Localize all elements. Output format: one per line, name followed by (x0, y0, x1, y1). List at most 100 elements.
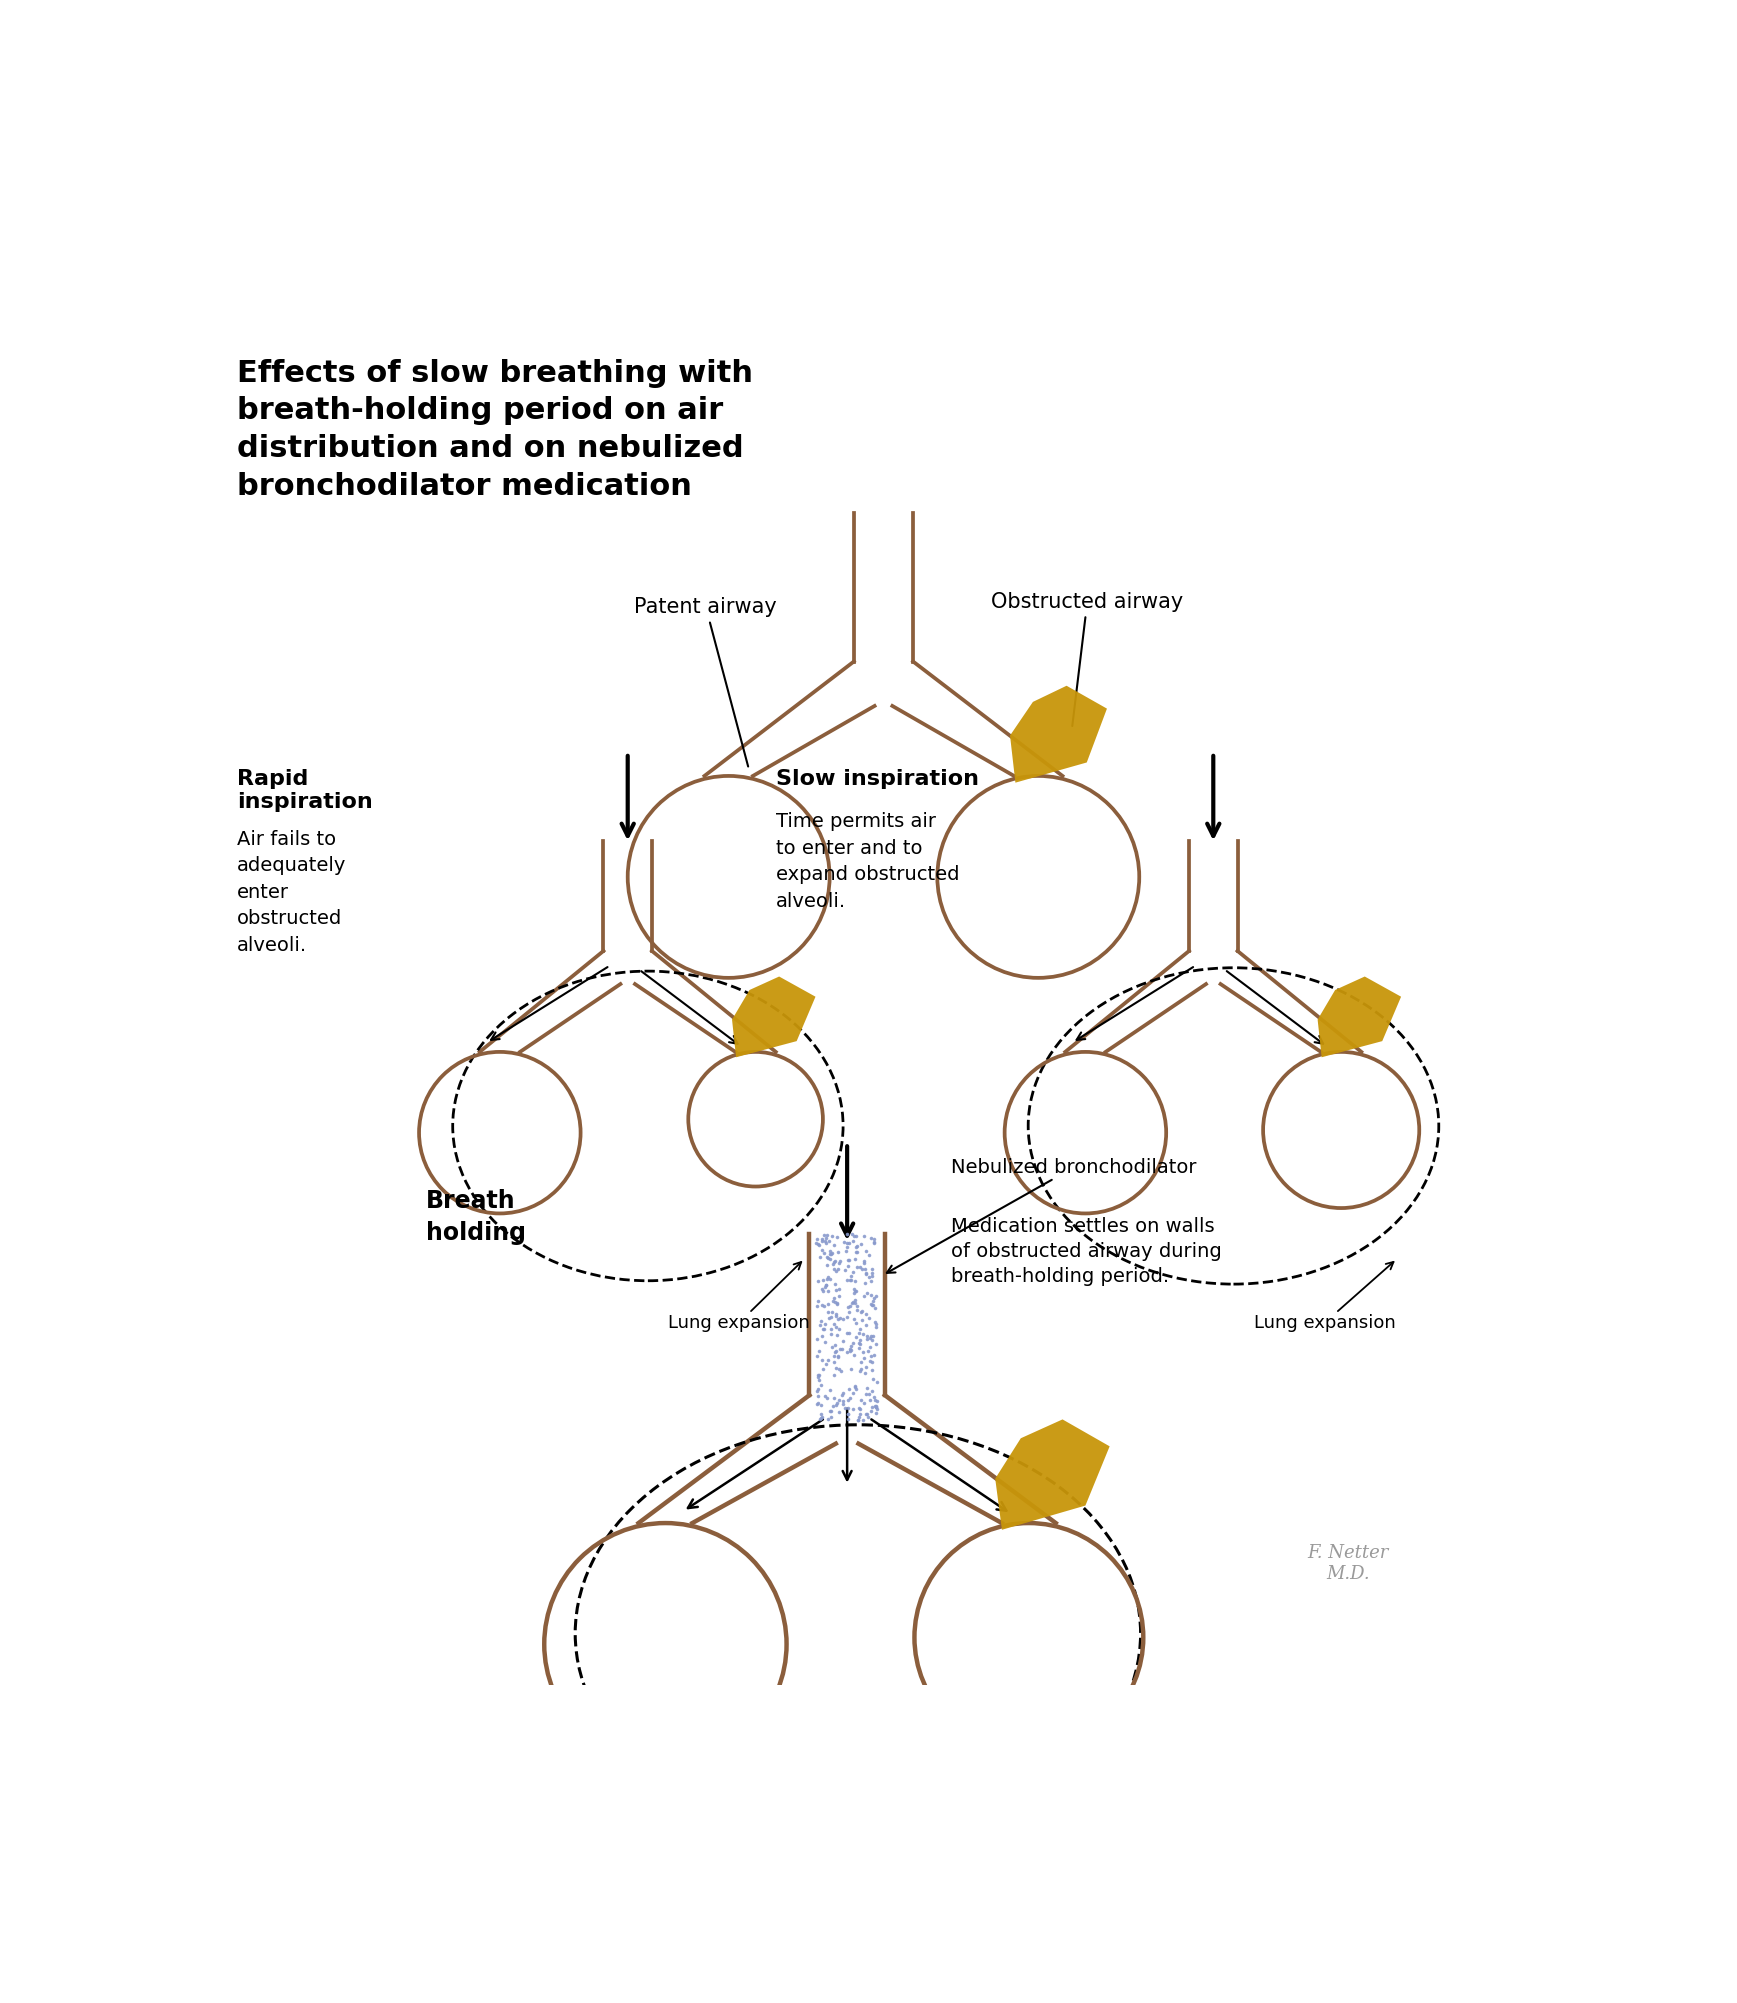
Point (837, 1354, 865, 1386)
Point (841, 1274, 868, 1306)
Point (822, 1298, 849, 1330)
Point (851, 1252, 879, 1284)
Point (841, 1266, 868, 1298)
Point (841, 1244, 868, 1276)
Point (863, 1366, 891, 1398)
Point (860, 1390, 888, 1422)
Point (858, 1288, 886, 1320)
Point (844, 1316, 872, 1348)
Point (846, 1392, 874, 1424)
Point (813, 1240, 841, 1272)
Point (856, 1346, 884, 1378)
Point (804, 1386, 832, 1418)
Point (837, 1334, 865, 1366)
Point (829, 1302, 856, 1334)
Point (860, 1228, 888, 1260)
Point (822, 1274, 849, 1306)
Point (862, 1306, 889, 1338)
Point (853, 1278, 881, 1310)
Point (834, 1250, 862, 1282)
Point (846, 1328, 874, 1360)
Point (829, 1376, 856, 1408)
Point (848, 1304, 875, 1336)
Point (813, 1288, 841, 1320)
Point (842, 1372, 870, 1404)
Point (820, 1340, 848, 1372)
Point (841, 1288, 868, 1320)
Point (804, 1364, 832, 1396)
Point (842, 1294, 870, 1326)
Point (860, 1282, 888, 1314)
Point (825, 1314, 853, 1346)
Point (818, 1238, 846, 1270)
Point (806, 1404, 834, 1436)
Point (808, 1274, 835, 1306)
Point (818, 1296, 846, 1328)
Point (860, 1286, 888, 1318)
Point (820, 1284, 848, 1316)
Point (842, 1232, 870, 1264)
Point (825, 1252, 853, 1284)
Point (834, 1316, 862, 1348)
Point (806, 1240, 834, 1272)
Point (853, 1258, 881, 1290)
Point (816, 1262, 844, 1294)
Point (860, 1380, 888, 1412)
Point (851, 1244, 879, 1276)
Point (804, 1228, 832, 1260)
Point (834, 1290, 862, 1322)
Point (834, 1398, 862, 1430)
Point (832, 1236, 860, 1268)
Point (820, 1346, 848, 1378)
Point (808, 1224, 835, 1256)
Point (863, 1390, 891, 1422)
Point (822, 1388, 849, 1420)
Point (809, 1264, 837, 1296)
Point (804, 1264, 832, 1296)
Point (834, 1228, 862, 1260)
Point (858, 1280, 886, 1312)
Point (816, 1238, 844, 1270)
Point (851, 1378, 879, 1410)
Point (834, 1398, 862, 1430)
Point (837, 1330, 865, 1362)
Text: Rapid
inspiration: Rapid inspiration (238, 769, 373, 813)
Point (846, 1400, 874, 1432)
Point (848, 1352, 875, 1384)
Text: Nebulized bronchodilator: Nebulized bronchodilator (888, 1158, 1197, 1272)
Point (813, 1228, 841, 1260)
Point (858, 1260, 886, 1292)
Point (834, 1264, 862, 1296)
Point (829, 1332, 856, 1364)
Point (818, 1318, 846, 1350)
Point (849, 1388, 877, 1420)
Point (825, 1304, 853, 1336)
Point (815, 1344, 842, 1376)
Point (808, 1402, 835, 1434)
Point (823, 1288, 851, 1320)
Text: F. Netter
M.D.: F. Netter M.D. (1308, 1544, 1388, 1582)
Point (862, 1312, 889, 1344)
Point (841, 1220, 868, 1252)
Point (808, 1290, 835, 1322)
Point (851, 1358, 879, 1390)
Point (849, 1404, 877, 1436)
Point (816, 1374, 844, 1406)
Point (815, 1402, 842, 1434)
Point (856, 1222, 884, 1254)
Point (835, 1374, 863, 1406)
Point (853, 1298, 881, 1330)
Point (825, 1340, 853, 1372)
Point (823, 1288, 851, 1320)
Point (818, 1314, 846, 1346)
Point (844, 1404, 872, 1436)
Point (853, 1310, 881, 1342)
Point (839, 1256, 867, 1288)
Text: distribution and on nebulized: distribution and on nebulized (238, 435, 743, 463)
Point (835, 1290, 863, 1322)
Point (842, 1236, 870, 1268)
Point (846, 1252, 874, 1284)
Point (809, 1352, 837, 1384)
Point (822, 1310, 849, 1342)
Point (806, 1308, 834, 1340)
